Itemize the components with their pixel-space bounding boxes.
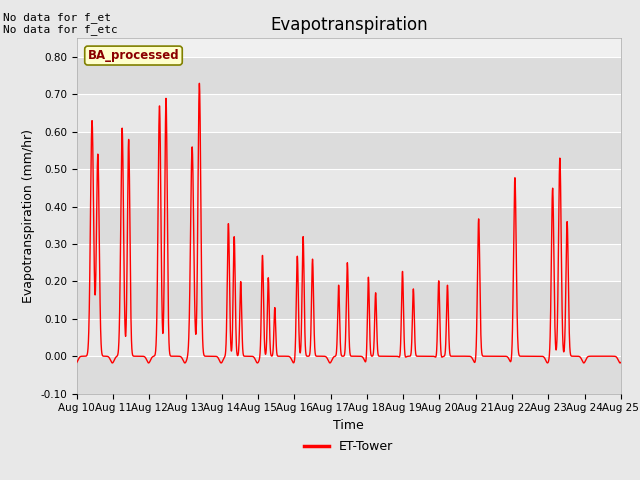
Bar xyxy=(77,169,621,207)
Text: No data for f_et
No data for f_etc: No data for f_et No data for f_etc xyxy=(3,12,118,36)
Title: Evapotranspiration: Evapotranspiration xyxy=(270,16,428,34)
Bar xyxy=(77,319,621,356)
Y-axis label: Evapotranspiration (mm/hr): Evapotranspiration (mm/hr) xyxy=(22,129,35,303)
Bar xyxy=(77,132,621,169)
Bar xyxy=(77,244,621,281)
Bar xyxy=(77,281,621,319)
Bar xyxy=(77,356,621,394)
X-axis label: Time: Time xyxy=(333,419,364,432)
Bar xyxy=(77,207,621,244)
Bar xyxy=(77,57,621,95)
Bar xyxy=(77,95,621,132)
Text: BA_processed: BA_processed xyxy=(88,49,179,62)
Legend: ET-Tower: ET-Tower xyxy=(299,435,399,458)
